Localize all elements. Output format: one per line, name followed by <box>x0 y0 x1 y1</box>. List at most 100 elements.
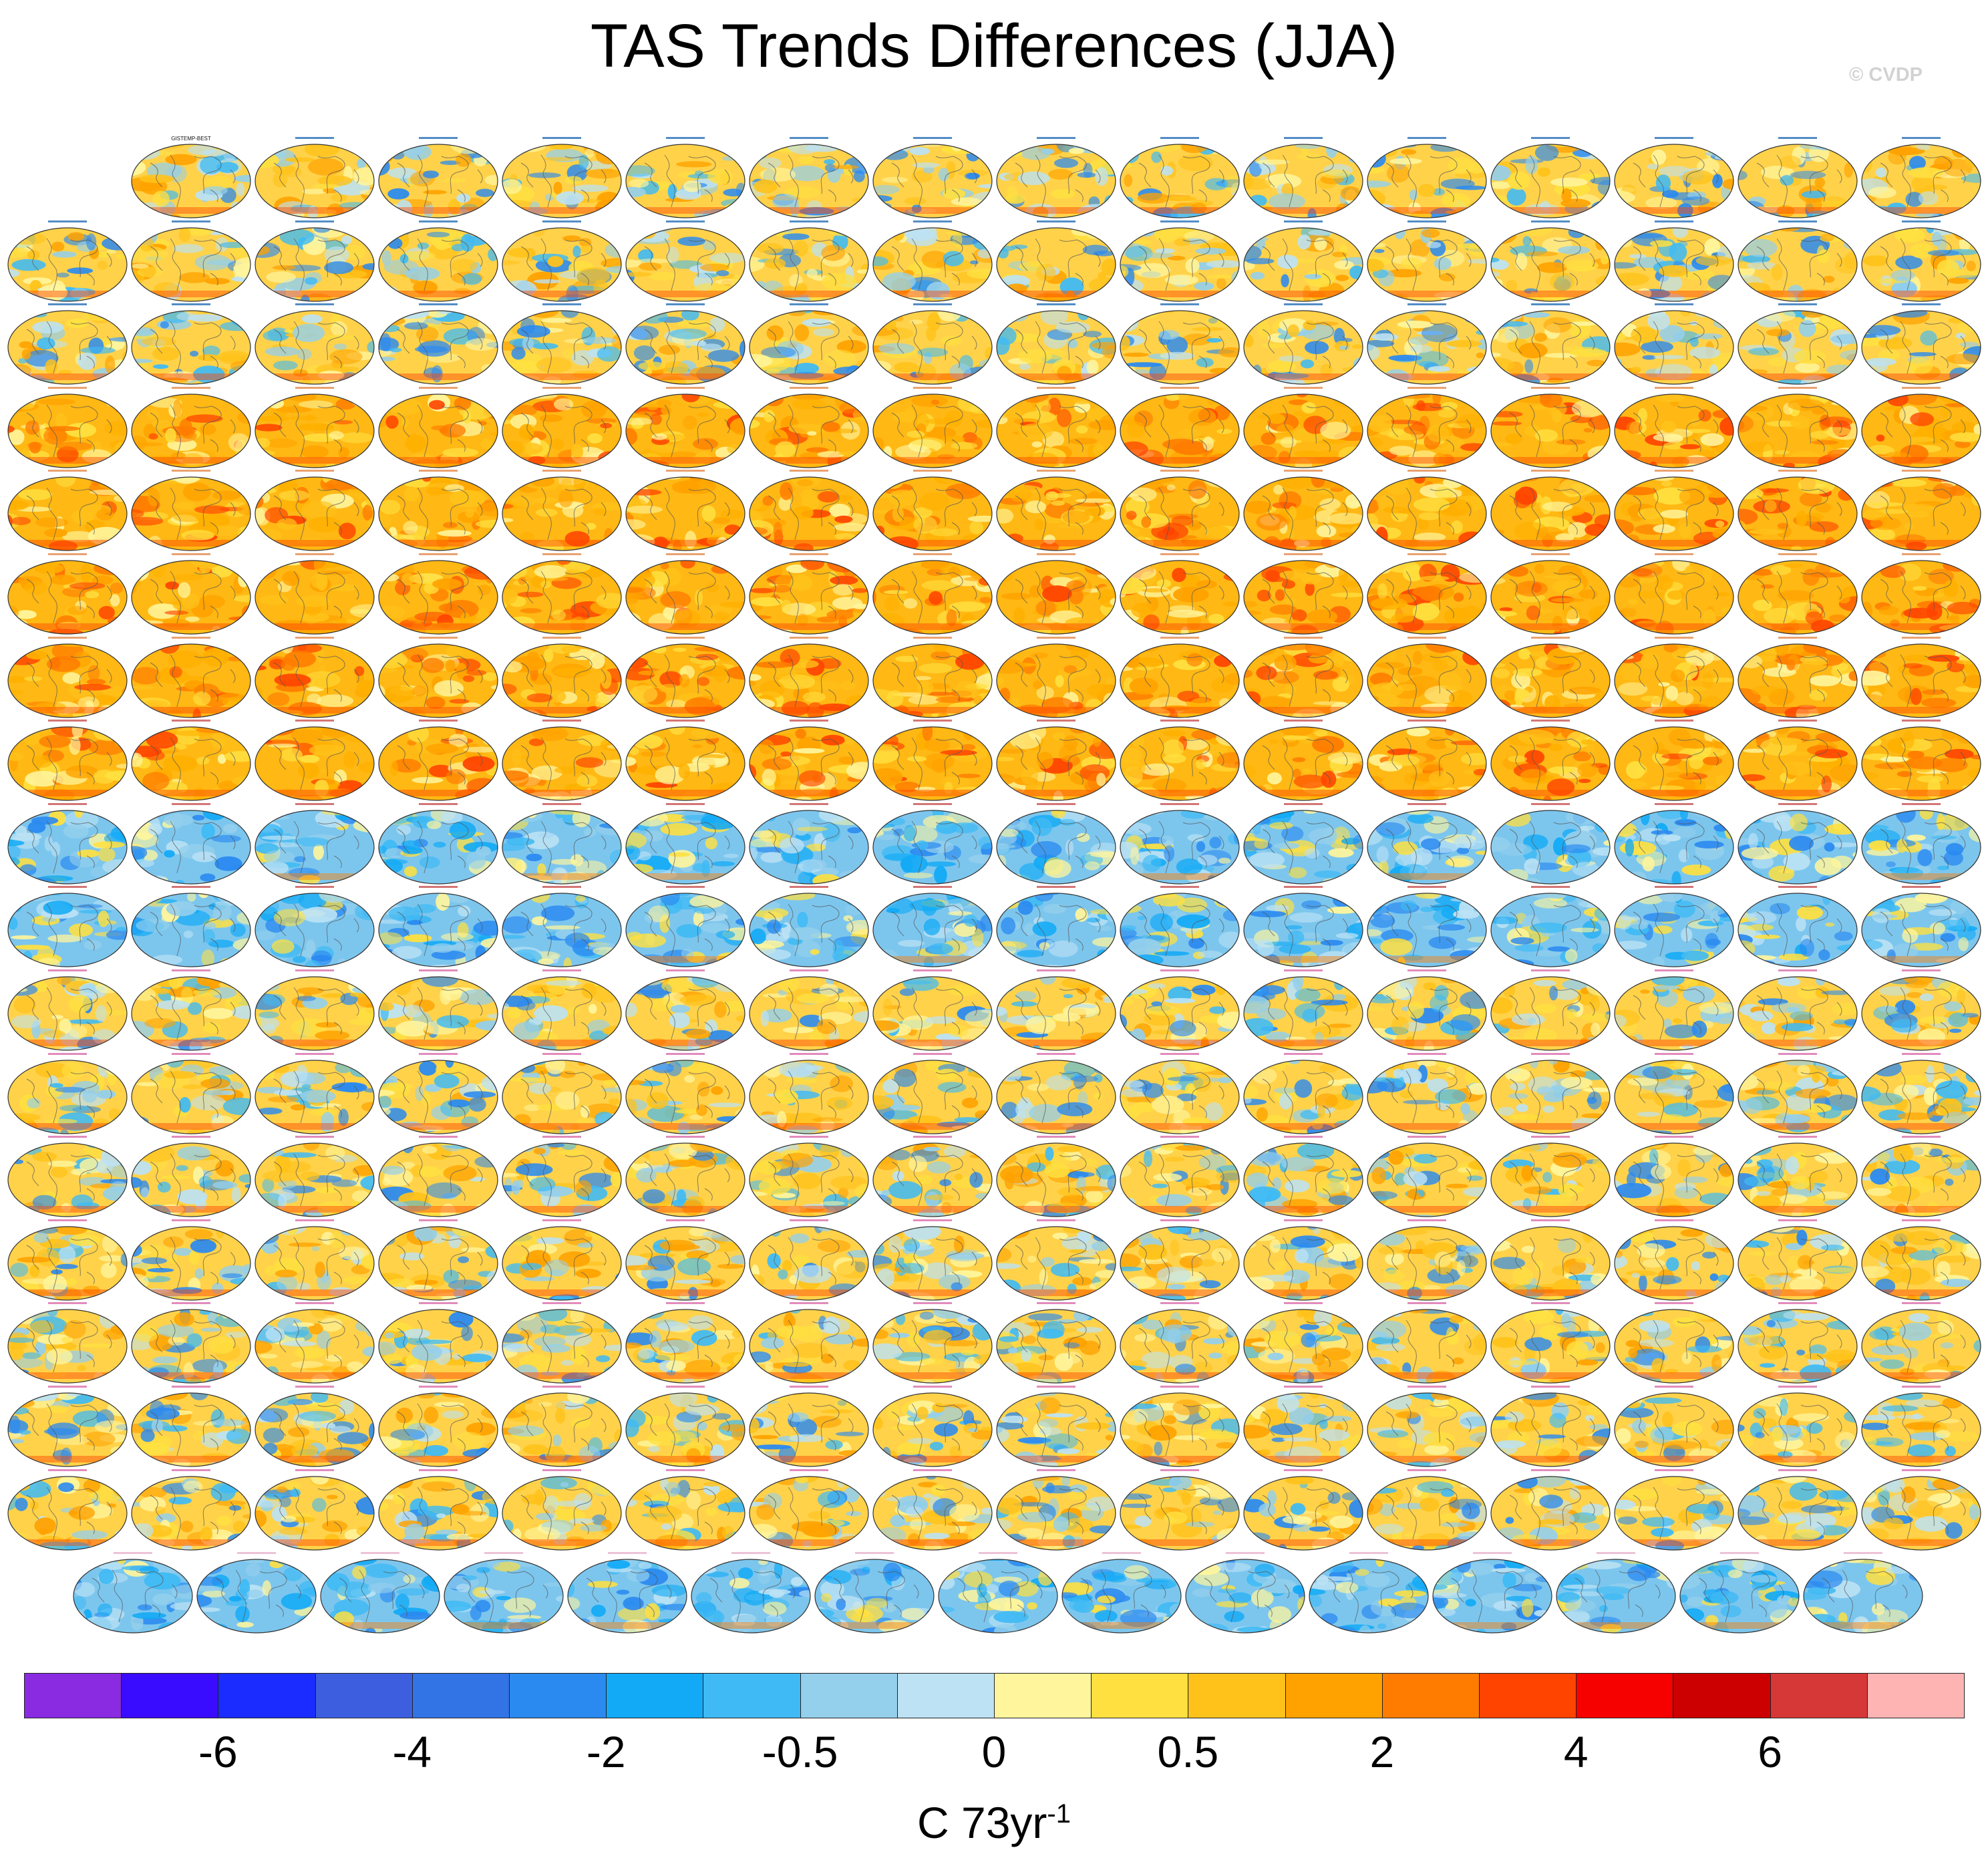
robinson-map <box>996 1392 1116 1467</box>
colorbar-box <box>1673 1673 1771 1718</box>
panel-label-line <box>172 386 210 389</box>
panel-label-line <box>48 802 87 805</box>
map-panel <box>1490 137 1611 219</box>
robinson-map <box>1614 144 1734 218</box>
map-panel <box>7 886 128 968</box>
colorbar-box <box>1866 1673 1965 1718</box>
map-panel <box>872 1219 993 1301</box>
robinson-map <box>1614 893 1734 967</box>
panel-label-line <box>666 1052 705 1055</box>
colorbar-tick-label: 0.5 <box>1157 1727 1219 1776</box>
robinson-map <box>1737 726 1858 801</box>
robinson-map <box>1061 1559 1182 1634</box>
robinson-map <box>1243 810 1363 885</box>
map-panel <box>1613 386 1735 469</box>
colorbar-tick-label: 0 <box>981 1727 1007 1776</box>
robinson-map <box>1614 1226 1734 1301</box>
map-panel <box>995 1219 1117 1301</box>
map-panel <box>254 386 375 469</box>
colorbar-box <box>1381 1673 1480 1718</box>
panel-label-line <box>542 886 581 889</box>
map-panel <box>1490 1468 1611 1551</box>
robinson-map <box>996 1475 1116 1551</box>
panel-label-line <box>419 886 458 889</box>
map-panel <box>501 303 623 385</box>
map-panel <box>130 1219 252 1301</box>
panel-label-line <box>1407 470 1446 472</box>
colorbar-box <box>994 1673 1092 1718</box>
robinson-map <box>1490 1392 1611 1467</box>
map-panel-grid: GISTEMP-BEST <box>7 136 1981 1634</box>
robinson-map <box>1243 310 1363 385</box>
map-panel <box>1490 386 1611 469</box>
map-panel <box>1242 137 1364 219</box>
panel-label-line <box>48 886 87 889</box>
panel-label-line <box>1778 886 1817 889</box>
panel-label-line <box>295 137 334 139</box>
map-panel <box>1366 553 1488 635</box>
panel-label-line <box>1037 553 1075 555</box>
robinson-map <box>1120 560 1240 635</box>
map-panel <box>1555 1552 1677 1634</box>
colorbar-box <box>1576 1673 1674 1718</box>
panel-label-line <box>48 220 87 222</box>
map-panel <box>1490 720 1611 802</box>
map-panel <box>7 303 128 385</box>
panel-label-line <box>1531 1136 1570 1138</box>
robinson-map <box>1614 976 1734 1051</box>
panel-label-line <box>1037 303 1075 306</box>
map-panel <box>196 1552 317 1634</box>
panel-label-line <box>114 1552 152 1555</box>
robinson-map <box>749 476 869 551</box>
robinson-map <box>1120 1309 1240 1384</box>
robinson-map <box>1614 394 1734 468</box>
panel-label-line <box>1037 220 1075 222</box>
robinson-map <box>131 976 251 1051</box>
robinson-map <box>255 976 375 1051</box>
panel-label-line <box>1778 720 1817 722</box>
robinson-map <box>1861 1059 1981 1134</box>
panel-label-line <box>295 802 334 805</box>
panel-label-line <box>1160 137 1199 139</box>
robinson-map <box>378 394 498 468</box>
map-panel <box>1613 220 1735 303</box>
panel-label-line <box>666 1302 705 1305</box>
map-panel <box>501 1219 623 1301</box>
panel-label: GISTEMP-BEST <box>171 136 211 142</box>
robinson-map <box>872 976 993 1051</box>
panel-label-line <box>1349 1552 1388 1555</box>
robinson-map <box>872 1309 993 1384</box>
map-panel <box>1242 1052 1364 1135</box>
colorbar-tick-label: -0.5 <box>762 1727 838 1776</box>
panel-label-line <box>1655 303 1693 306</box>
robinson-map <box>1861 144 1981 218</box>
map-panel <box>872 1302 993 1384</box>
map-panel <box>1119 220 1240 303</box>
map-panel <box>995 720 1117 802</box>
panel-label-line <box>1037 802 1075 805</box>
map-panel <box>130 636 252 719</box>
panel-label-line <box>790 1219 828 1221</box>
map-panel <box>130 1302 252 1384</box>
robinson-map <box>625 726 746 801</box>
panel-label-line <box>1407 553 1446 555</box>
panel-label-line <box>1778 386 1817 389</box>
map-panel <box>501 553 623 635</box>
robinson-map <box>378 1392 498 1467</box>
panel-label-line <box>1655 386 1693 389</box>
map-panel <box>254 1386 375 1468</box>
map-panel <box>1366 303 1488 385</box>
map-panel <box>995 1386 1117 1468</box>
map-panel <box>1184 1552 1306 1634</box>
map-panel <box>1613 636 1735 719</box>
map-panel <box>872 553 993 635</box>
panel-label-line <box>172 720 210 722</box>
map-panel <box>130 386 252 469</box>
robinson-map <box>749 1309 869 1384</box>
panel-label-line <box>1902 636 1941 639</box>
panel-label-line <box>172 303 210 306</box>
map-panel <box>872 636 993 719</box>
robinson-map <box>378 560 498 635</box>
map-panel <box>1242 802 1364 885</box>
map-panel <box>1737 1302 1858 1384</box>
